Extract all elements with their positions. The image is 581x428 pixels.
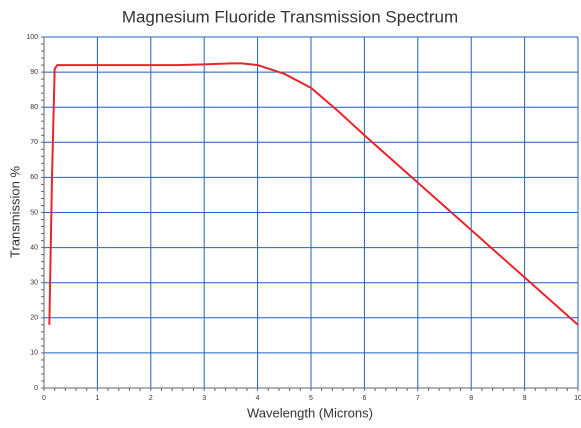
x-tick-label: 2 <box>149 395 153 402</box>
y-tick-label: 80 <box>30 104 38 111</box>
chart-title: Magnesium Fluoride Transmission Spectrum <box>122 7 458 26</box>
y-tick-label: 50 <box>30 209 38 216</box>
x-tick-label: 5 <box>309 395 313 402</box>
y-tick-label: 60 <box>30 174 38 181</box>
x-tick-label: 9 <box>523 395 527 402</box>
x-tick-label: 3 <box>202 395 206 402</box>
x-tick-label: 8 <box>469 395 473 402</box>
y-tick-label: 10 <box>30 350 38 357</box>
x-tick-label: 4 <box>256 395 260 402</box>
x-tick-label: 6 <box>362 395 366 402</box>
y-tick-label: 90 <box>30 69 38 76</box>
y-tick-label: 30 <box>30 280 38 287</box>
x-tick-label: 1 <box>95 395 99 402</box>
y-tick-label: 20 <box>30 315 38 322</box>
y-tick-label: 0 <box>34 385 38 392</box>
y-tick-label: 70 <box>30 139 38 146</box>
x-axis-label: Wavelength (Microns) <box>247 405 373 420</box>
x-tick-label: 10 <box>574 395 581 402</box>
y-tick-label: 100 <box>26 34 38 41</box>
x-tick-label: 0 <box>42 395 46 402</box>
x-tick-label: 7 <box>416 395 420 402</box>
y-axis-label: Transmission % <box>7 166 22 258</box>
y-tick-label: 40 <box>30 244 38 251</box>
data-line <box>48 62 579 326</box>
